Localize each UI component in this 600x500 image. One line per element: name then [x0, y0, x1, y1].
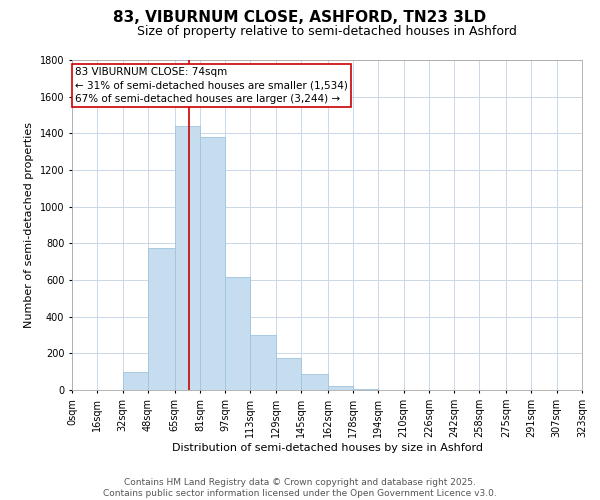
Bar — [301, 374, 328, 390]
Bar — [225, 277, 250, 390]
Text: Contains HM Land Registry data © Crown copyright and database right 2025.
Contai: Contains HM Land Registry data © Crown c… — [103, 478, 497, 498]
Bar — [328, 386, 353, 390]
X-axis label: Distribution of semi-detached houses by size in Ashford: Distribution of semi-detached houses by … — [172, 442, 482, 452]
Bar — [353, 389, 379, 390]
Text: 83 VIBURNUM CLOSE: 74sqm
← 31% of semi-detached houses are smaller (1,534)
67% o: 83 VIBURNUM CLOSE: 74sqm ← 31% of semi-d… — [75, 68, 348, 104]
Bar — [275, 358, 301, 390]
Bar — [148, 248, 175, 390]
Bar — [175, 126, 200, 390]
Bar — [200, 137, 225, 390]
Title: Size of property relative to semi-detached houses in Ashford: Size of property relative to semi-detach… — [137, 25, 517, 38]
Y-axis label: Number of semi-detached properties: Number of semi-detached properties — [24, 122, 34, 328]
Bar — [250, 335, 275, 390]
Text: 83, VIBURNUM CLOSE, ASHFORD, TN23 3LD: 83, VIBURNUM CLOSE, ASHFORD, TN23 3LD — [113, 10, 487, 25]
Bar — [122, 372, 148, 390]
